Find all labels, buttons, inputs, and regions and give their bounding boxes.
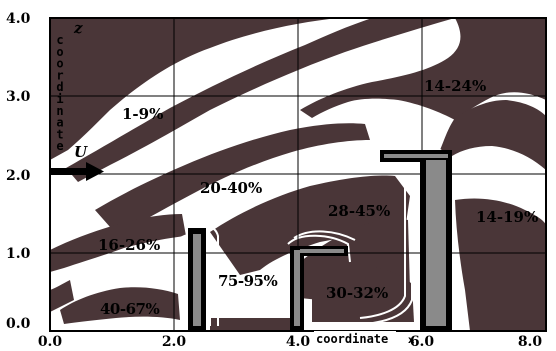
y-tick-3: 3.0 (6, 89, 31, 105)
z-axis-label: z coordinate (56, 19, 83, 153)
z-axis-label-letter: o (56, 45, 63, 59)
z-axis-label-letter: a (56, 116, 63, 130)
building-2 (290, 246, 348, 332)
x-axis-label-bg (314, 331, 396, 346)
y-tick-1: 1.0 (6, 246, 31, 262)
y-tick-2: 2.0 (6, 168, 31, 184)
x-tick-2: 4.0 (286, 334, 311, 350)
zone-label-2: 14-24% (424, 77, 486, 95)
y-tick-0: 0.0 (6, 316, 31, 332)
zone-label-4: 28-45% (328, 202, 390, 220)
inflow-arrow: U (50, 143, 104, 181)
zone-label-6: 16-26% (98, 236, 160, 254)
z-axis-label-letter: t (56, 127, 63, 141)
building-3 (380, 150, 452, 332)
x-tick-3: 6.0 (410, 334, 435, 350)
x-tick-labels: 0.0 2.0 4.0 6.0 8.0 (38, 334, 543, 350)
x-axis-symbol: x (408, 335, 415, 346)
z-axis-label-letter: o (56, 57, 63, 71)
y-tick-labels: 4.0 3.0 2.0 1.0 0.0 (6, 11, 31, 332)
x-tick-0: 0.0 (38, 334, 63, 350)
z-axis-label-letter: n (56, 104, 63, 118)
x-tick-4: 8.0 (518, 334, 543, 350)
buildings (188, 150, 452, 332)
z-axis-label-letter: c (56, 33, 63, 47)
z-axis-label-letter: r (56, 68, 63, 82)
zone-label-9: 40-67% (100, 300, 159, 318)
x-axis-label: coordinate (316, 332, 388, 346)
z-axis-symbol: z (73, 19, 83, 37)
y-tick-4: 4.0 (6, 11, 31, 27)
z-axis-label-letter: i (56, 92, 63, 106)
x-tick-1: 2.0 (162, 334, 187, 350)
zone-label-8: 30-32% (326, 284, 388, 302)
building-1 (188, 228, 206, 332)
z-axis-label-letter: e (56, 139, 63, 153)
z-axis-label-letter: d (56, 80, 63, 94)
zone-label-7: 75-95% (218, 272, 277, 290)
inflow-label: U (74, 143, 88, 161)
concentration-bands (50, 18, 546, 331)
zone-label-3: 20-40% (200, 179, 262, 197)
zone-labels: 1-9% 14-24% 20-40% 28-45% 14-19% 16-26% … (98, 77, 538, 318)
zone-label-1: 1-9% (122, 105, 163, 123)
zone-label-5: 14-19% (476, 208, 538, 226)
